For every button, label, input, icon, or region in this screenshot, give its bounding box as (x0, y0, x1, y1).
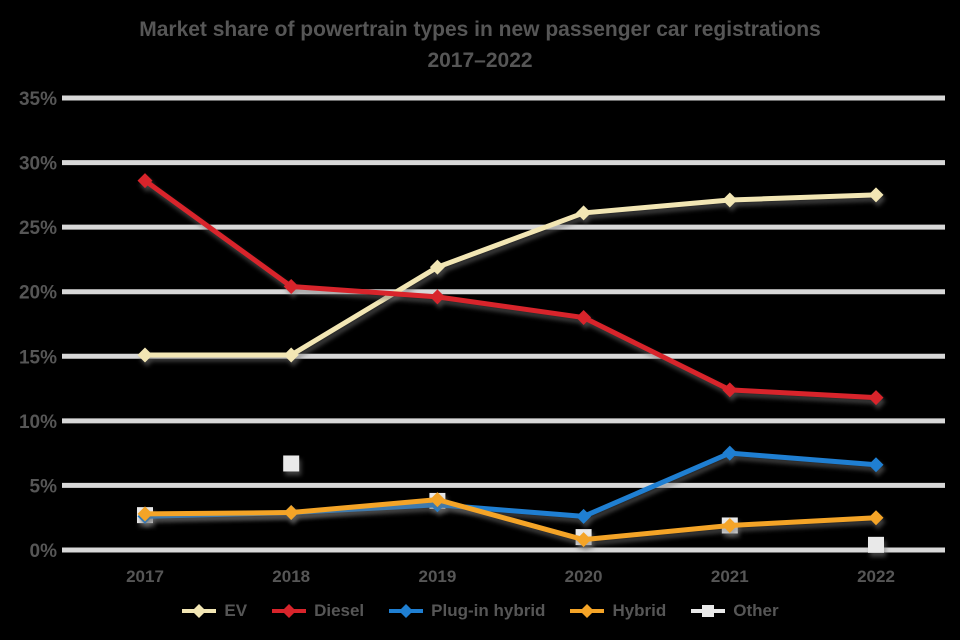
data-point-marker (576, 310, 592, 326)
chart-title: Market share of powertrain types in new … (139, 18, 821, 41)
data-point-marker (868, 457, 884, 473)
series-hybrid (137, 492, 884, 548)
data-point-marker (429, 289, 445, 305)
x-axis-tick-label: 2022 (857, 567, 895, 586)
chart-legend: EV Diesel Plug-in hybrid Hybrid Other (0, 601, 960, 621)
data-point-marker (137, 506, 153, 522)
series-other (137, 455, 884, 553)
x-axis-tick-label: 2021 (711, 567, 749, 586)
y-axis-tick-label: 0% (30, 541, 58, 562)
data-point-marker (283, 505, 299, 521)
y-axis-tick-label: 5% (30, 476, 58, 497)
x-axis-tick-label: 2017 (126, 567, 164, 586)
legend-swatch-icon (570, 604, 605, 618)
data-point-marker (137, 173, 153, 189)
data-point-marker (722, 517, 738, 533)
data-point-marker (429, 259, 445, 275)
y-axis-tick-label: 35% (19, 89, 57, 110)
y-axis-tick-label: 25% (19, 218, 57, 239)
data-point-marker (283, 347, 299, 363)
legend-item-hybrid: Hybrid (569, 601, 666, 621)
data-point-marker (283, 455, 300, 472)
y-axis-tick-label: 30% (19, 154, 57, 175)
series-line-diesel (142, 178, 879, 401)
x-axis-tick-label: 2020 (565, 567, 603, 586)
data-point-marker (868, 536, 884, 553)
data-point-marker (868, 510, 884, 526)
data-point-marker (868, 187, 884, 203)
legend-item-plug-in-hybrid: Plug-in hybrid (388, 601, 545, 621)
chart-subtitle: 2017–2022 (427, 49, 533, 72)
data-point-marker (576, 508, 592, 524)
data-point-marker (722, 192, 738, 208)
legend-item-other: Other (690, 601, 779, 621)
legend-label: Plug-in hybrid (431, 601, 546, 620)
data-point-marker (576, 532, 592, 548)
legend-swatch-icon (272, 604, 307, 618)
data-point-marker (722, 382, 738, 398)
data-point-marker (429, 492, 445, 508)
data-point-marker (576, 205, 592, 221)
legend-swatch-icon (182, 604, 217, 618)
legend-item-ev: EV (181, 601, 247, 621)
x-axis-tick-label: 2019 (418, 567, 456, 586)
series-ev (137, 187, 884, 363)
y-axis-tick-label: 15% (19, 347, 57, 368)
data-point-marker (137, 347, 153, 363)
legend-swatch-icon (691, 605, 726, 617)
series-line-ev (142, 192, 879, 358)
legend-label: Other (733, 601, 779, 620)
legend-swatch-icon (389, 604, 424, 618)
series-line-hybrid (142, 497, 879, 543)
legend-label: Diesel (314, 601, 365, 620)
y-axis-tick-label: 20% (19, 283, 57, 304)
y-axis-tick-label: 10% (19, 412, 57, 433)
chart-title-block: Market share of powertrain types in new … (0, 14, 960, 76)
legend-label: EV (224, 601, 248, 620)
data-point-marker (283, 279, 299, 295)
data-point-marker (722, 445, 738, 461)
data-point-marker (868, 390, 884, 406)
legend-item-diesel: Diesel (271, 601, 364, 621)
legend-label: Hybrid (612, 601, 667, 620)
series-diesel (137, 173, 884, 406)
x-axis-tick-label: 2018 (272, 567, 310, 586)
